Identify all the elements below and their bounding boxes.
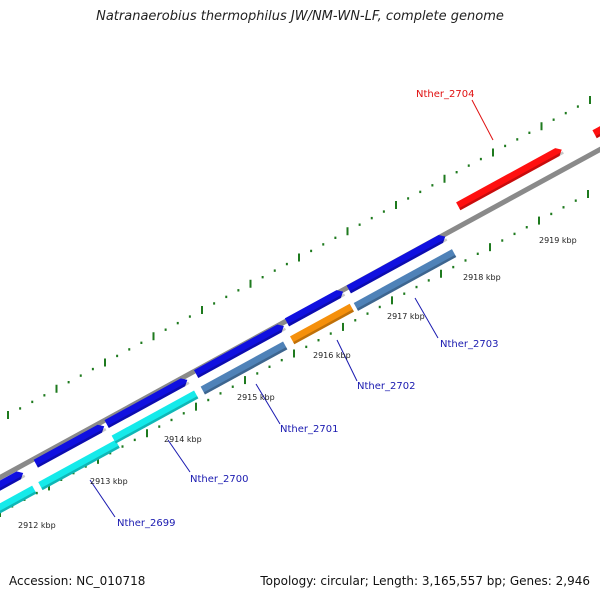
scale-label: 2916 kbp (313, 351, 351, 360)
label-leaders (89, 99, 494, 518)
scale-label: 2912 kbp (18, 521, 56, 530)
highlighted-gene-block[interactable] (456, 146, 564, 211)
highlighted-gene-block[interactable] (592, 118, 600, 139)
cds-block[interactable] (284, 288, 346, 327)
cds-block[interactable] (0, 469, 26, 499)
gene-label[interactable]: Nther_2704 (416, 89, 474, 100)
label-leader (167, 439, 191, 473)
cds-block[interactable] (38, 439, 120, 491)
gene-label[interactable]: Nther_2701 (280, 424, 338, 435)
map-title: Natranaerobius thermophilus JW/NM-WN-LF,… (96, 9, 504, 24)
cds-block[interactable] (0, 485, 37, 523)
feature-track (0, 118, 600, 523)
accession-label: Accession: NC_010718 (9, 574, 146, 588)
cds-block[interactable] (346, 233, 448, 294)
label-leader (471, 99, 494, 141)
scale-label: 2913 kbp (90, 477, 128, 486)
scale-label: 2919 kbp (539, 236, 577, 245)
gene-label[interactable]: Nther_2703 (440, 339, 498, 350)
gene-label[interactable]: Nther_2700 (190, 474, 248, 485)
scale-label: 2915 kbp (237, 393, 275, 402)
cds-block[interactable] (353, 249, 457, 311)
gene-label[interactable]: Nther_2699 (117, 518, 175, 529)
lower-tick-row (0, 190, 589, 517)
label-leader (255, 383, 281, 425)
scale-label: 2914 kbp (164, 435, 202, 444)
cds-block[interactable] (200, 341, 288, 395)
label-leader (89, 479, 116, 518)
cds-block[interactable] (290, 303, 354, 345)
scale-labels: 2912 kbp 2913 kbp 2914 kbp 2915 kbp 2916 kbp… (18, 236, 577, 530)
cds-block[interactable] (193, 322, 287, 378)
upper-tick-row (7, 96, 591, 419)
label-leader (336, 339, 358, 382)
cds-block[interactable] (111, 390, 199, 444)
cds-block[interactable] (33, 422, 107, 468)
genome-stats: Topology: circular; Length: 3,165,557 bp… (260, 574, 590, 588)
label-leader (414, 297, 439, 339)
gene-label[interactable]: Nther_2702 (357, 381, 415, 392)
scale-label: 2918 kbp (463, 273, 501, 282)
cds-block[interactable] (104, 376, 190, 429)
gene-labels: Nther_2699 Nther_2700 Nther_2701 Nther_2702… (117, 89, 498, 529)
scale-label: 2917 kbp (387, 312, 425, 321)
